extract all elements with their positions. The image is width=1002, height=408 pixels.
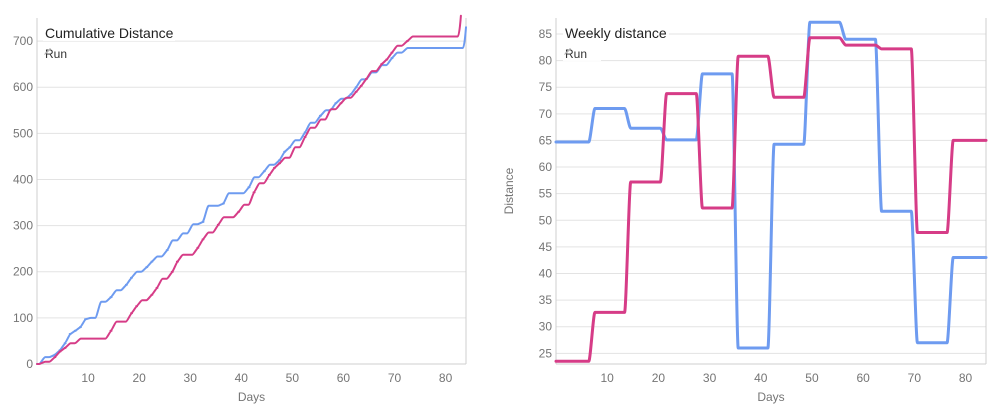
chart-title: Weekly distance [563,25,669,41]
x-tick-label: 60 [337,371,351,385]
x-axis-label: Days [757,390,784,404]
y-tick-label: 40 [539,267,553,281]
y-tick-label: 35 [539,293,553,307]
x-tick-label: 10 [81,371,95,385]
cumulative-distance-panel: 0 100 200 300 400 500 600 700 10 20 30 40 50 60 70 80 Da… [0,0,480,408]
y-tick-label: 80 [539,54,553,68]
y-tick-label: 200 [13,265,33,279]
series-line-1 [36,26,467,365]
y-tick-label: 500 [13,126,33,140]
x-tick-label: 40 [754,371,768,385]
y-tick-label: 400 [13,172,33,186]
y-tick-label: 75 [539,80,553,94]
weekly-distance-chart: 25 30 35 40 45 50 55 60 65 70 75 80 85 10 20 30 40 50 60 70… [502,18,988,404]
cumulative-distance-chart: 0 100 200 300 400 500 600 700 10 20 30 40 50 60 70 80 Da… [13,14,467,404]
series-label-text: Run [565,47,588,61]
x-tick-label: 50 [805,371,819,385]
y-tick-label: 0 [26,357,33,371]
y-tick-label: 600 [13,80,33,94]
x-tick-label: 80 [959,371,973,385]
x-tick-label: 70 [908,371,922,385]
x-tick-label: 50 [286,371,300,385]
series-label[interactable]: Run [563,47,602,61]
series-label-text: Run [45,47,68,61]
y-tick-label: 50 [539,213,553,227]
x-tick-label: 10 [601,371,615,385]
y-axis-label: Distance [502,167,516,214]
y-tick-label: 100 [13,311,33,325]
y-tick-label: 700 [13,34,33,48]
series-line-2 [554,36,988,363]
y-tick-label: 30 [539,320,553,334]
series-label[interactable]: Run [43,47,82,61]
x-tick-label: 60 [856,371,870,385]
x-tick-label: 20 [652,371,666,385]
y-tick-label: 25 [539,346,553,360]
weekly-distance-panel: 25 30 35 40 45 50 55 60 65 70 75 80 85 10 20 30 40 50 60 70… [500,0,1002,408]
x-axis-label: Days [238,390,265,404]
y-tick-label: 60 [539,160,553,174]
y-tick-label: 85 [539,27,553,41]
chart-title: Cumulative Distance [43,25,176,41]
x-tick-label: 70 [388,371,402,385]
y-tick-label: 70 [539,107,553,121]
y-tick-label: 55 [539,187,553,201]
x-tick-label: 30 [703,371,717,385]
pencil-icon[interactable] [564,48,599,59]
x-tick-label: 40 [235,371,249,385]
x-tick-label: 20 [132,371,146,385]
y-tick-label: 65 [539,133,553,147]
series-line-2 [36,14,462,365]
pencil-icon[interactable] [44,48,79,59]
y-tick-label: 300 [13,219,33,233]
x-tick-label: 30 [184,371,198,385]
x-tick-label: 80 [439,371,453,385]
y-tick-label: 45 [539,240,553,254]
